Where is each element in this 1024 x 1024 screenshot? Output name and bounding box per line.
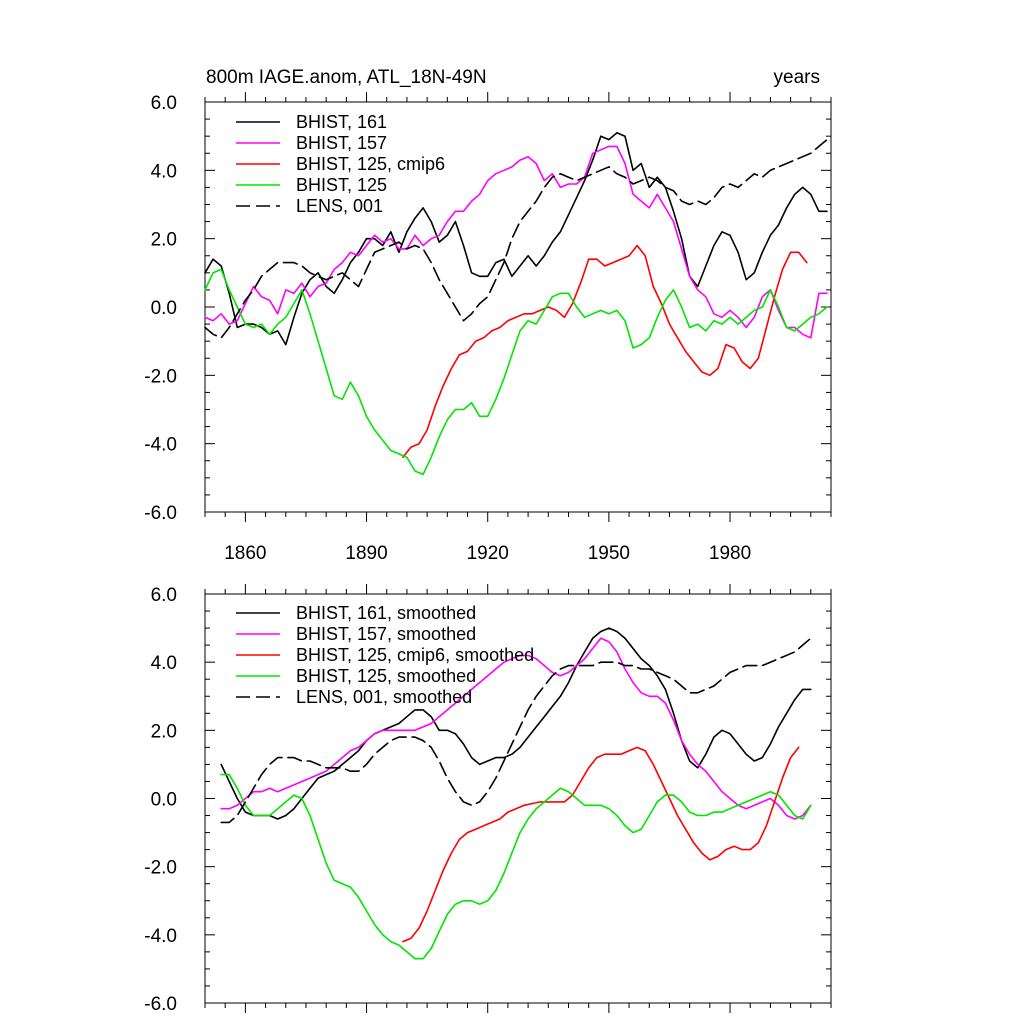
x-axis-units-label: years	[774, 67, 820, 88]
y-tick-label: -2.0	[144, 366, 177, 387]
y-tick-label: -2.0	[144, 858, 177, 879]
series-line-bhist-157	[204, 145, 828, 339]
series-line-bhist-125	[204, 268, 828, 476]
x-tick-label: 1980	[709, 543, 751, 564]
legend-label: BHIST, 161, smoothed	[296, 603, 476, 623]
top-panel-plot: -6.0 -4.0 -2.0 0.0 2.0 4.0 6.0 1860 1890 1920 1950…	[144, 92, 832, 564]
x-tick-label: 1920	[467, 543, 509, 564]
series-line-bhist-161-smoothed	[220, 627, 812, 820]
y-tick-label: 6.0	[151, 585, 177, 606]
legend-label: BHIST, 125	[296, 175, 387, 195]
y-tick-label: 0.0	[151, 790, 177, 811]
series-line-bhist-125-cmip6	[402, 244, 808, 459]
y-tick-label: 0.0	[151, 298, 177, 319]
series-line-lens-001	[204, 138, 828, 339]
y-tick-label: 6.0	[151, 93, 177, 114]
legend-label: BHIST, 157	[296, 133, 387, 153]
x-tick-label: 1950	[588, 543, 630, 564]
series-line-bhist-157-smoothed	[220, 637, 812, 820]
y-tick-label: -6.0	[144, 503, 177, 524]
y-tick-label: -4.0	[144, 926, 177, 947]
y-tick-label: -6.0	[144, 994, 177, 1015]
y-tick-label: 4.0	[151, 653, 177, 674]
legend-label: BHIST, 161	[296, 112, 387, 132]
legend-label: BHIST, 125, cmip6, smoothed	[296, 645, 534, 665]
series-line-bhist-161	[204, 132, 828, 346]
chart-title: 800m IAGE.anom, ATL_18N-49N	[206, 67, 487, 88]
series-line-bhist-125-cmip6-smoothed	[402, 746, 800, 943]
bottom-panel-plot: -6.0 -4.0 -2.0 0.0 2.0 4.0 6.0 BHIST, 161, smoo…	[144, 584, 832, 1015]
legend-label: LENS, 001, smoothed	[296, 687, 472, 707]
legend-label: LENS, 001	[296, 196, 383, 216]
y-tick-label: 4.0	[151, 161, 177, 182]
legend-label: BHIST, 125, smoothed	[296, 666, 476, 686]
x-tick-label: 1860	[224, 543, 266, 564]
x-tick-label: 1890	[345, 543, 387, 564]
y-tick-label: 2.0	[151, 721, 177, 742]
y-tick-label: 2.0	[151, 230, 177, 251]
legend-label: BHIST, 125, cmip6	[296, 154, 445, 174]
y-tick-label: -4.0	[144, 435, 177, 456]
series-line-bhist-125-smoothed	[220, 773, 812, 960]
legend-label: BHIST, 157, smoothed	[296, 624, 476, 644]
series-line-lens-001-smoothed	[220, 637, 812, 824]
